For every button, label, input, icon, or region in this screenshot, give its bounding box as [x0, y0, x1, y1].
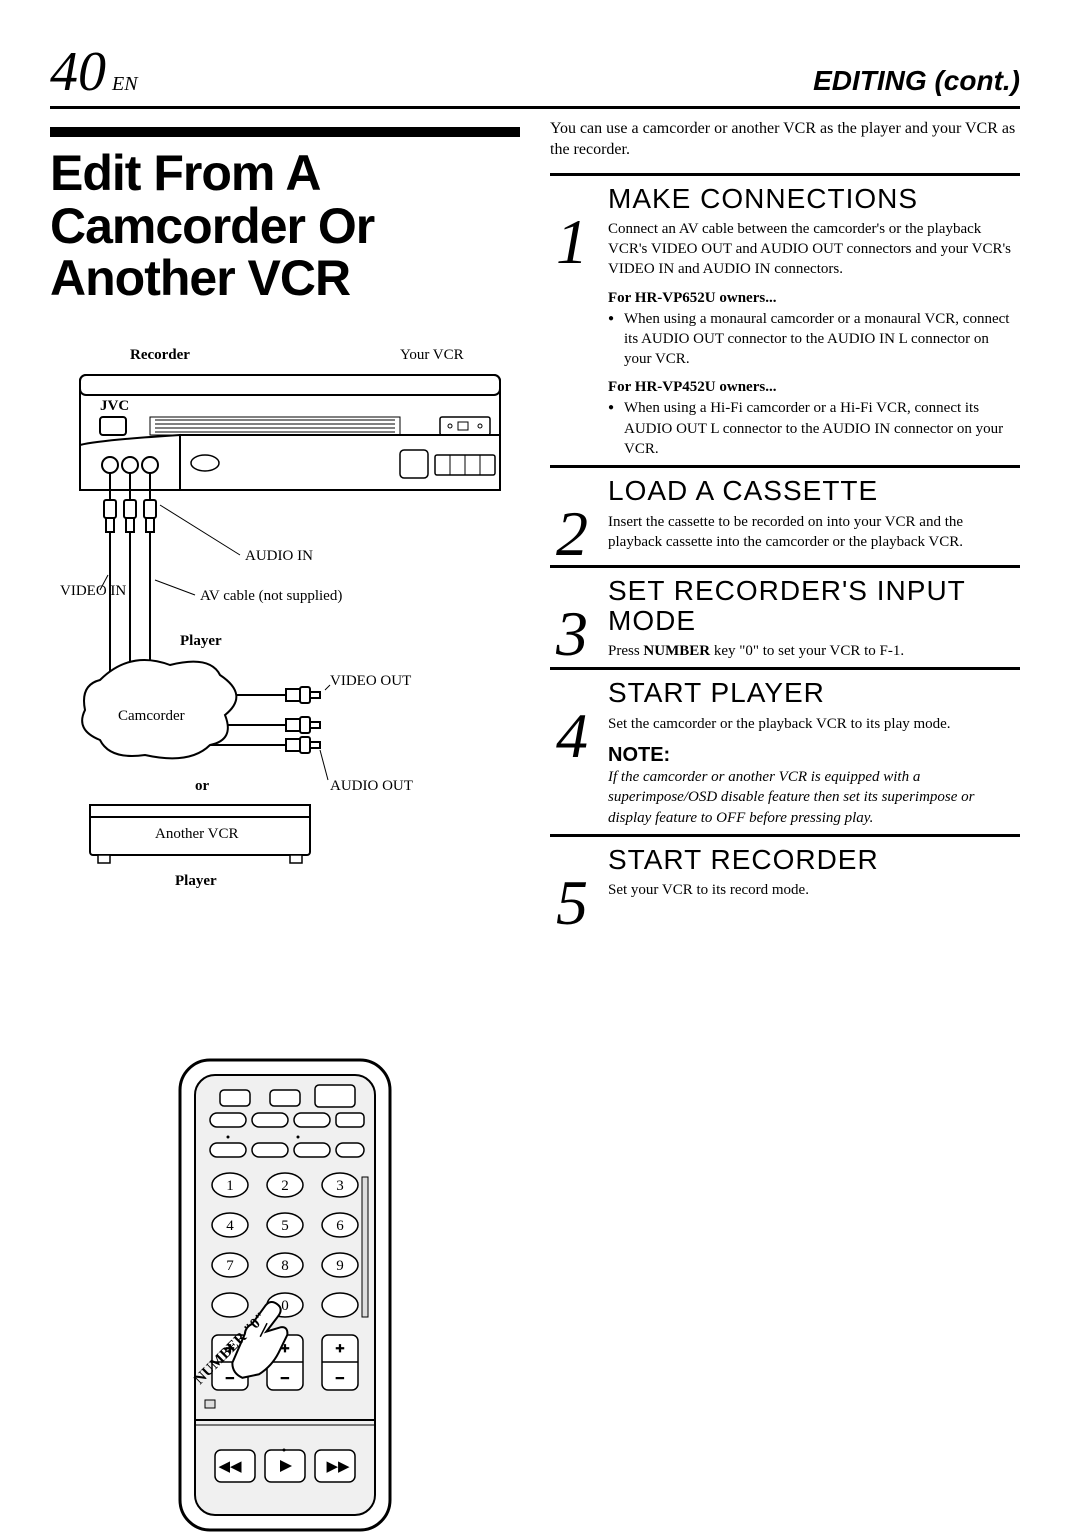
svg-text:−: −: [281, 1371, 289, 1387]
note-text: If the camcorder or another VCR is equip…: [608, 767, 1020, 828]
page-lang: EN: [112, 73, 138, 96]
svg-text:1: 1: [226, 1178, 234, 1194]
av-cable-label: AV cable (not supplied): [200, 588, 342, 604]
owners-label: For HR-VP452U owners...: [608, 379, 1020, 396]
player-label: Player: [180, 633, 222, 649]
owners-bullet: When using a monaural camcorder or a mon…: [608, 309, 1020, 370]
video-in-label: VIDEO IN: [60, 583, 126, 599]
step-title: SET RECORDER'S INPUT MODE: [608, 576, 1020, 635]
step-text: Press NUMBER key "0" to set your VCR to …: [608, 641, 1020, 661]
svg-text:▶▶: ▶▶: [326, 1459, 350, 1475]
svg-text:3: 3: [336, 1178, 344, 1194]
another-vcr-label: Another VCR: [155, 826, 238, 842]
step-number: 4: [550, 676, 594, 761]
step-body: START RECORDER Set your VCR to its recor…: [608, 843, 1020, 901]
section-title: EDITING (cont.): [813, 65, 1020, 97]
step-number: 3: [550, 574, 594, 659]
page-number: 40: [50, 40, 106, 104]
rule: [550, 173, 1020, 176]
step-title: START PLAYER: [608, 678, 1020, 707]
title-rule: [50, 127, 520, 137]
note-label: NOTE:: [608, 744, 1020, 767]
player-label2: Player: [175, 873, 217, 889]
owners-bullet: When using a Hi-Fi camcorder or a Hi-Fi …: [608, 398, 1020, 459]
your-vcr-label: Your VCR: [400, 347, 464, 363]
svg-text:◀◀: ◀◀: [218, 1459, 242, 1475]
step-number: 2: [550, 474, 594, 559]
owners-label: For HR-VP652U owners...: [608, 290, 1020, 307]
svg-text:2: 2: [281, 1178, 289, 1194]
right-column: You can use a camcorder or another VCR a…: [550, 119, 1020, 1535]
step-body: START PLAYER Set the camcorder or the pl…: [608, 676, 1020, 827]
step-text: Set the camcorder or the playback VCR to…: [608, 714, 1020, 734]
svg-text:8: 8: [281, 1258, 289, 1274]
or-label: or: [195, 778, 210, 794]
columns: Edit From A Camcorder Or Another VCR Rec…: [50, 119, 1020, 1535]
svg-text:0: 0: [281, 1298, 289, 1314]
step-text: Set your VCR to its record mode.: [608, 880, 1020, 900]
step-title: MAKE CONNECTIONS: [608, 184, 1020, 213]
svg-text:4: 4: [226, 1218, 234, 1234]
svg-text:7: 7: [226, 1258, 234, 1274]
svg-text:6: 6: [336, 1218, 344, 1234]
svg-text:+: +: [336, 1341, 344, 1357]
camcorder-label: Camcorder: [118, 708, 185, 724]
rule: [550, 565, 1020, 568]
step-number: 5: [550, 843, 594, 928]
step-body: SET RECORDER'S INPUT MODE Press NUMBER k…: [608, 574, 1020, 661]
rule: [550, 834, 1020, 837]
svg-text:9: 9: [336, 1258, 344, 1274]
connection-diagram: Recorder Your VCR JVC: [50, 345, 520, 1045]
step-title: LOAD A CASSETTE: [608, 476, 1020, 505]
audio-out-label: AUDIO OUT: [330, 778, 413, 794]
main-title: Edit From A Camcorder Or Another VCR: [50, 147, 520, 305]
page-header: 40 EN EDITING (cont.): [50, 40, 1020, 109]
left-column: Edit From A Camcorder Or Another VCR Rec…: [50, 119, 520, 1535]
step-5: 5 START RECORDER Set your VCR to its rec…: [550, 843, 1020, 928]
svg-text:−: −: [336, 1371, 344, 1387]
svg-text:5: 5: [281, 1218, 289, 1234]
rule: [550, 465, 1020, 468]
vcr-brand: JVC: [100, 398, 129, 414]
step-text: Connect an AV cable between the camcorde…: [608, 219, 1020, 280]
svg-text:−: −: [226, 1371, 234, 1387]
step-text: Insert the cassette to be recorded on in…: [608, 512, 1020, 553]
page-number-wrap: 40 EN: [50, 40, 138, 104]
recorder-label: Recorder: [130, 347, 190, 363]
audio-in-label: AUDIO IN: [245, 548, 313, 564]
remote-diagram: 1 2 3 4 5 6 7 8 9 0 +− +− +−: [50, 1055, 520, 1535]
step-title: START RECORDER: [608, 845, 1020, 874]
step-number: 1: [550, 182, 594, 267]
step-body: LOAD A CASSETTE Insert the cassette to b…: [608, 474, 1020, 552]
step-1: 1 MAKE CONNECTIONS Connect an AV cable b…: [550, 182, 1020, 460]
step-2: 2 LOAD A CASSETTE Insert the cassette to…: [550, 474, 1020, 559]
step-body: MAKE CONNECTIONS Connect an AV cable bet…: [608, 182, 1020, 460]
intro-text: You can use a camcorder or another VCR a…: [550, 119, 1020, 161]
step-3: 3 SET RECORDER'S INPUT MODE Press NUMBER…: [550, 574, 1020, 661]
step-4: 4 START PLAYER Set the camcorder or the …: [550, 676, 1020, 827]
rule: [550, 667, 1020, 670]
video-out-label: VIDEO OUT: [330, 673, 411, 689]
